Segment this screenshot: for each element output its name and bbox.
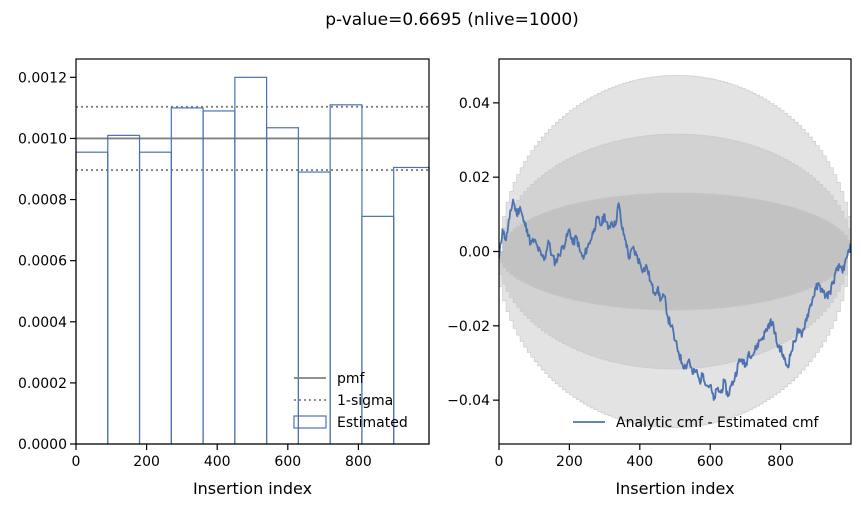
histogram-y-tick-label: 0.0006 xyxy=(18,254,67,270)
histogram-y-tick-label: 0.0000 xyxy=(18,437,67,453)
estimated-bar xyxy=(266,127,299,445)
cmf-y-tick-label: −0.02 xyxy=(447,319,490,335)
estimated-bar xyxy=(361,215,395,445)
cmf-y-tick-label: 0.04 xyxy=(459,96,490,112)
estimated-bar xyxy=(297,171,331,445)
cmf-legend: Analytic cmf - Estimated cmf xyxy=(573,415,819,431)
histogram-y-tick-label: 0.0004 xyxy=(18,315,67,331)
cmf-x-tick-label: 200 xyxy=(556,454,583,470)
histogram-y-tick-label: 0.0012 xyxy=(18,70,67,86)
histogram-x-tick-label: 400 xyxy=(204,454,231,470)
sigma-band-1 xyxy=(499,192,851,311)
cmf-x-tick-label: 600 xyxy=(697,454,724,470)
histogram-y-tick-label: 0.0002 xyxy=(18,376,67,392)
cmf-x-tick-label: 800 xyxy=(767,454,794,470)
legend-cmf-label: Analytic cmf - Estimated cmf xyxy=(616,415,819,431)
legend-estimated-swatch xyxy=(293,415,327,429)
estimated-bar xyxy=(170,107,204,445)
estimated-bar xyxy=(393,166,430,445)
legend-pmf-label: pmf xyxy=(337,371,366,387)
cmf-sigma-bands xyxy=(499,75,851,428)
legend-1-sigma-label: 1-sigma xyxy=(337,393,393,409)
estimated-bar xyxy=(234,76,268,445)
legend-estimated-label: Estimated xyxy=(337,415,408,431)
cmf-marks xyxy=(499,198,851,402)
histogram-y-tick-label: 0.0010 xyxy=(18,131,67,147)
cmf-x-tick-label: 0 xyxy=(495,454,504,470)
histogram-axis-ticks: 0 200 400 600 800 0.0000 0.0002 0.0004 0.0006 0.0… xyxy=(18,70,372,470)
histogram-x-tick-label: 200 xyxy=(133,454,160,470)
cmf-axis-ticks: 0 200 400 600 800 −0.04 −0.02 0.00 0.02 0.04 xyxy=(447,96,794,470)
histogram-panel: 0 200 400 600 800 0.0000 0.0002 0.0004 0.0006 0.0… xyxy=(18,58,430,498)
cmf-y-tick-label: 0.02 xyxy=(459,170,490,186)
histogram-frame xyxy=(75,58,430,445)
histogram-x-label: Insertion index xyxy=(193,479,312,498)
estimated-bar xyxy=(107,134,141,445)
histogram-legend: pmf 1-sigma Estimated xyxy=(293,371,408,431)
estimated-bar xyxy=(202,110,236,445)
histogram-y-tick-label: 0.0008 xyxy=(18,193,67,209)
histogram-x-tick-label: 800 xyxy=(345,454,372,470)
histogram-x-tick-label: 0 xyxy=(72,454,81,470)
figure-title: p-value=0.6695 (nlive=1000) xyxy=(325,10,579,30)
cmf-y-tick-label: −0.04 xyxy=(447,393,490,409)
estimated-bar xyxy=(75,151,109,445)
histogram-x-tick-label: 600 xyxy=(274,454,301,470)
estimated-bar xyxy=(138,151,172,445)
cmf-x-label: Insertion index xyxy=(615,479,734,498)
cmf-x-tick-label: 400 xyxy=(626,454,653,470)
histogram-marks xyxy=(75,76,430,445)
cmf-difference-line xyxy=(499,198,851,402)
cmf-panel: 0 200 400 600 800 −0.04 −0.02 0.00 0.02 0.04 Inse… xyxy=(447,58,852,498)
cmf-y-tick-label: 0.00 xyxy=(459,245,490,261)
